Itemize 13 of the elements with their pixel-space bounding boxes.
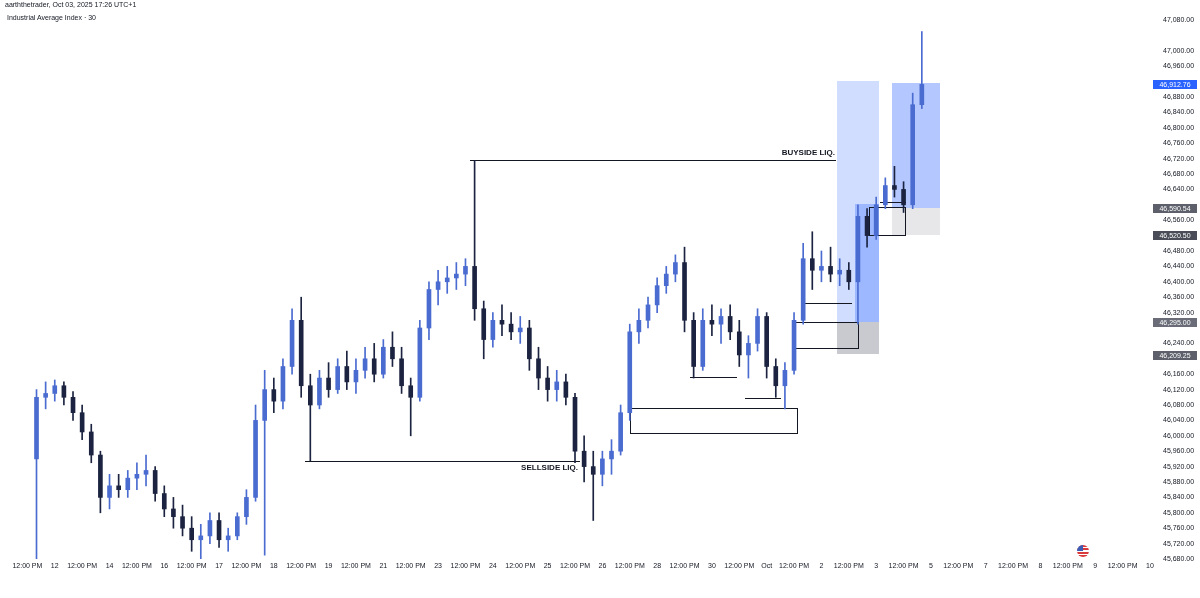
candlestick (262, 370, 268, 556)
candlestick (837, 258, 843, 286)
candlestick (444, 266, 450, 294)
candlestick (517, 316, 523, 344)
candlestick (408, 377, 414, 437)
candlestick (143, 454, 149, 487)
candlestick (225, 527, 231, 552)
candlestick (307, 373, 313, 462)
candlestick (809, 231, 815, 290)
candlestick (590, 450, 596, 521)
annotation: BUYSIDE LIQ. (781, 148, 835, 157)
candlestick (198, 524, 204, 559)
annotation: SELLSIDE LIQ. (521, 463, 578, 472)
